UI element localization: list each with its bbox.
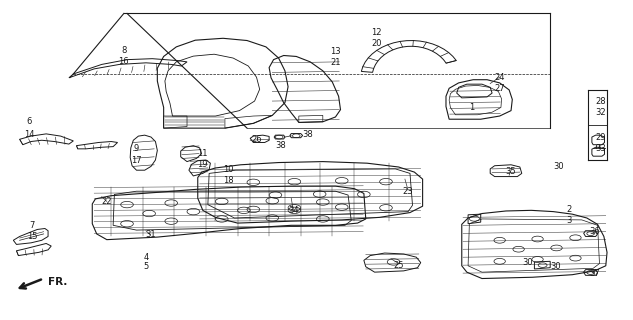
Text: 6: 6 xyxy=(27,117,32,126)
Text: 36: 36 xyxy=(589,227,600,236)
Text: 9: 9 xyxy=(134,144,139,153)
Text: 21: 21 xyxy=(330,58,341,67)
Text: 4: 4 xyxy=(143,253,149,262)
Text: 35: 35 xyxy=(506,167,517,176)
Text: 17: 17 xyxy=(131,156,142,164)
Text: 23: 23 xyxy=(403,188,413,196)
Text: 22: 22 xyxy=(101,197,112,206)
Text: 30: 30 xyxy=(550,262,561,271)
Text: 18: 18 xyxy=(223,176,234,185)
Text: 38: 38 xyxy=(303,130,313,139)
Text: 27: 27 xyxy=(494,84,505,93)
Text: 12: 12 xyxy=(371,28,382,37)
Text: 3: 3 xyxy=(567,216,572,225)
Text: 2: 2 xyxy=(567,205,572,214)
Text: 34: 34 xyxy=(288,206,298,215)
Text: 13: 13 xyxy=(330,47,341,56)
Text: 24: 24 xyxy=(494,73,505,82)
Text: 15: 15 xyxy=(27,232,37,241)
Text: 5: 5 xyxy=(143,262,149,271)
Text: 32: 32 xyxy=(596,108,606,117)
Text: 20: 20 xyxy=(371,39,382,48)
Text: 28: 28 xyxy=(596,97,606,106)
Text: 11: 11 xyxy=(197,149,208,158)
Text: 25: 25 xyxy=(393,261,404,270)
Text: 10: 10 xyxy=(223,165,234,174)
Text: FR.: FR. xyxy=(48,277,68,287)
Text: 30: 30 xyxy=(523,258,534,267)
Text: 29: 29 xyxy=(596,133,606,142)
Text: 14: 14 xyxy=(24,130,34,139)
Text: 1: 1 xyxy=(468,103,474,112)
Text: 30: 30 xyxy=(553,162,564,171)
Text: 16: 16 xyxy=(118,57,129,66)
Text: 7: 7 xyxy=(30,221,35,230)
Text: 31: 31 xyxy=(145,230,156,239)
Text: 38: 38 xyxy=(275,141,286,150)
Text: 8: 8 xyxy=(121,45,127,55)
Text: 37: 37 xyxy=(589,268,600,278)
Text: 19: 19 xyxy=(197,160,208,169)
Text: 26: 26 xyxy=(251,135,262,144)
Text: 33: 33 xyxy=(596,144,606,153)
